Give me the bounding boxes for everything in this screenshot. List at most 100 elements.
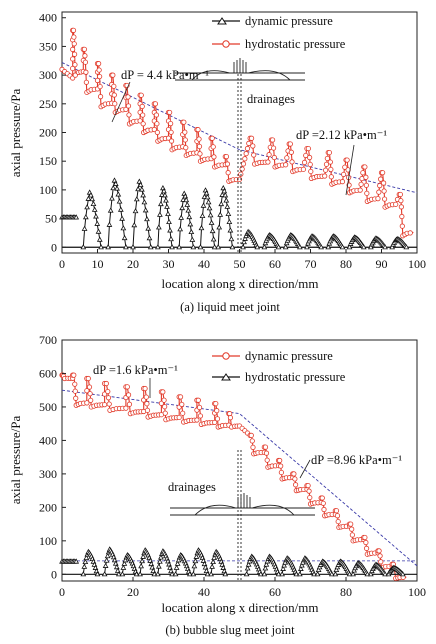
series-point-a-1 xyxy=(111,83,117,89)
series-point-a-1 xyxy=(97,73,103,80)
series-point-a-0 xyxy=(123,244,129,250)
series-point-b-0 xyxy=(249,438,255,444)
series-point-a-1 xyxy=(110,72,116,78)
series-point-a-1 xyxy=(242,156,248,162)
y-tick-label-b-7: 700 xyxy=(39,333,57,347)
annotation-dp-b-right: dP =8.96 kPa•m⁻¹ xyxy=(311,453,402,467)
drainages-label-a: drainages xyxy=(247,92,295,106)
series-point-a-0 xyxy=(201,193,208,199)
series-point-b-0 xyxy=(84,388,90,394)
series-point-b-0 xyxy=(292,482,299,488)
series-point-b-0 xyxy=(277,457,283,464)
series-point-b-1 xyxy=(243,571,250,577)
y-tick-label-a-1: 50 xyxy=(45,212,57,226)
series-point-a-0 xyxy=(90,200,97,206)
series-point-b-1 xyxy=(382,571,388,577)
series-point-a-0 xyxy=(183,196,190,203)
series-point-b-0 xyxy=(73,395,79,401)
series-point-a-0 xyxy=(112,180,119,186)
series-point-a-1 xyxy=(360,170,366,176)
x-tick-label-a-4: 40 xyxy=(198,257,210,271)
series-point-b-0 xyxy=(144,401,150,407)
series-point-a-0 xyxy=(147,244,154,250)
series-point-a-0 xyxy=(94,220,101,226)
series-point-b-1 xyxy=(122,557,129,563)
series-point-b-1 xyxy=(257,571,264,577)
plot-frame-b xyxy=(61,339,418,582)
series-point-b-0 xyxy=(179,401,185,408)
series-point-a-0 xyxy=(165,210,171,217)
series-point-b-1 xyxy=(222,571,229,577)
series-point-b-1 xyxy=(151,571,158,577)
series-point-b-1 xyxy=(293,571,300,577)
annotation-leader-a-left xyxy=(111,81,131,123)
series-point-b-0 xyxy=(363,539,369,546)
series-point-a-1 xyxy=(328,166,334,173)
annotation-leader-a-right xyxy=(345,144,355,196)
series-point-b-0 xyxy=(125,392,132,398)
series-point-a-0 xyxy=(204,194,211,200)
annotation-dp-a-right: dP =2.12 kPa•m⁻¹ xyxy=(296,128,387,142)
series-point-b-1 xyxy=(350,571,356,577)
series-point-a-0 xyxy=(140,192,147,198)
series-point-a-0 xyxy=(168,235,174,242)
series-point-a-1 xyxy=(307,161,313,168)
series-point-a-1 xyxy=(82,59,89,65)
series-point-a-0 xyxy=(216,224,223,230)
series-point-b-1 xyxy=(158,554,164,560)
series-point-a-0 xyxy=(262,239,269,246)
series-point-b-0 xyxy=(248,432,254,438)
series-point-b-1 xyxy=(138,563,144,569)
series-point-a-1 xyxy=(197,151,203,157)
series-point-a-1 xyxy=(72,72,78,78)
series-point-a-1 xyxy=(111,92,117,98)
series-point-a-0 xyxy=(88,192,94,198)
series-point-b-1 xyxy=(210,558,217,565)
y-tick-label-a-5: 250 xyxy=(39,97,57,111)
series-point-a-0 xyxy=(346,244,353,250)
x-tick-label-b-5: 100 xyxy=(408,585,426,599)
series-point-b-1 xyxy=(275,571,282,577)
annotation-leader-b-right xyxy=(299,459,311,479)
series-point-b-0 xyxy=(292,476,298,482)
series-point-b-0 xyxy=(177,394,184,400)
series-point-a-0 xyxy=(142,207,149,213)
series-point-a-0 xyxy=(188,228,195,235)
series-point-a-1 xyxy=(151,126,157,133)
series-point-b-1 xyxy=(264,558,271,564)
annotation-dp-b-left: dP =1.6 kPa•m⁻¹ xyxy=(93,363,178,377)
series-point-b-0 xyxy=(84,400,90,406)
series-point-a-1 xyxy=(240,161,247,167)
series-point-b-1 xyxy=(174,560,181,566)
series-point-b-0 xyxy=(161,397,167,403)
series-point-b-1 xyxy=(193,553,200,559)
x-tick-label-b-2: 40 xyxy=(198,585,210,599)
x-tick-label-b-1: 20 xyxy=(127,585,139,599)
series-point-a-0 xyxy=(161,188,167,194)
series-point-a-1 xyxy=(327,159,333,165)
series-point-b-1 xyxy=(282,559,289,565)
series-point-b-1 xyxy=(191,563,198,569)
series-point-a-0 xyxy=(403,244,410,250)
series-point-a-0 xyxy=(179,204,186,211)
series-point-b-0 xyxy=(176,414,182,421)
series-point-a-0 xyxy=(73,214,80,220)
series-point-a-0 xyxy=(159,191,165,197)
series-point-a-1 xyxy=(380,170,386,176)
x-tick-label-b-4: 80 xyxy=(340,585,352,599)
x-axis-label-b: location along x direction/mm xyxy=(161,600,318,615)
x-tick-label-a-5: 50 xyxy=(234,257,246,271)
series-point-b-0 xyxy=(227,415,234,421)
series-point-a-1 xyxy=(305,145,311,152)
series-point-a-0 xyxy=(254,244,261,250)
series-point-a-1 xyxy=(70,46,76,53)
annotation-dp-a-left: dP = 4.4 kPa•m⁻¹ xyxy=(121,68,209,82)
series-point-b-1 xyxy=(119,571,126,577)
series-point-a-1 xyxy=(211,154,217,160)
series-point-a-0 xyxy=(184,201,191,207)
series-point-a-0 xyxy=(180,196,187,202)
series-point-a-1 xyxy=(301,159,308,165)
series-point-a-0 xyxy=(93,213,99,219)
y-tick-label-a-8: 400 xyxy=(39,11,57,25)
series-point-a-1 xyxy=(83,69,89,75)
